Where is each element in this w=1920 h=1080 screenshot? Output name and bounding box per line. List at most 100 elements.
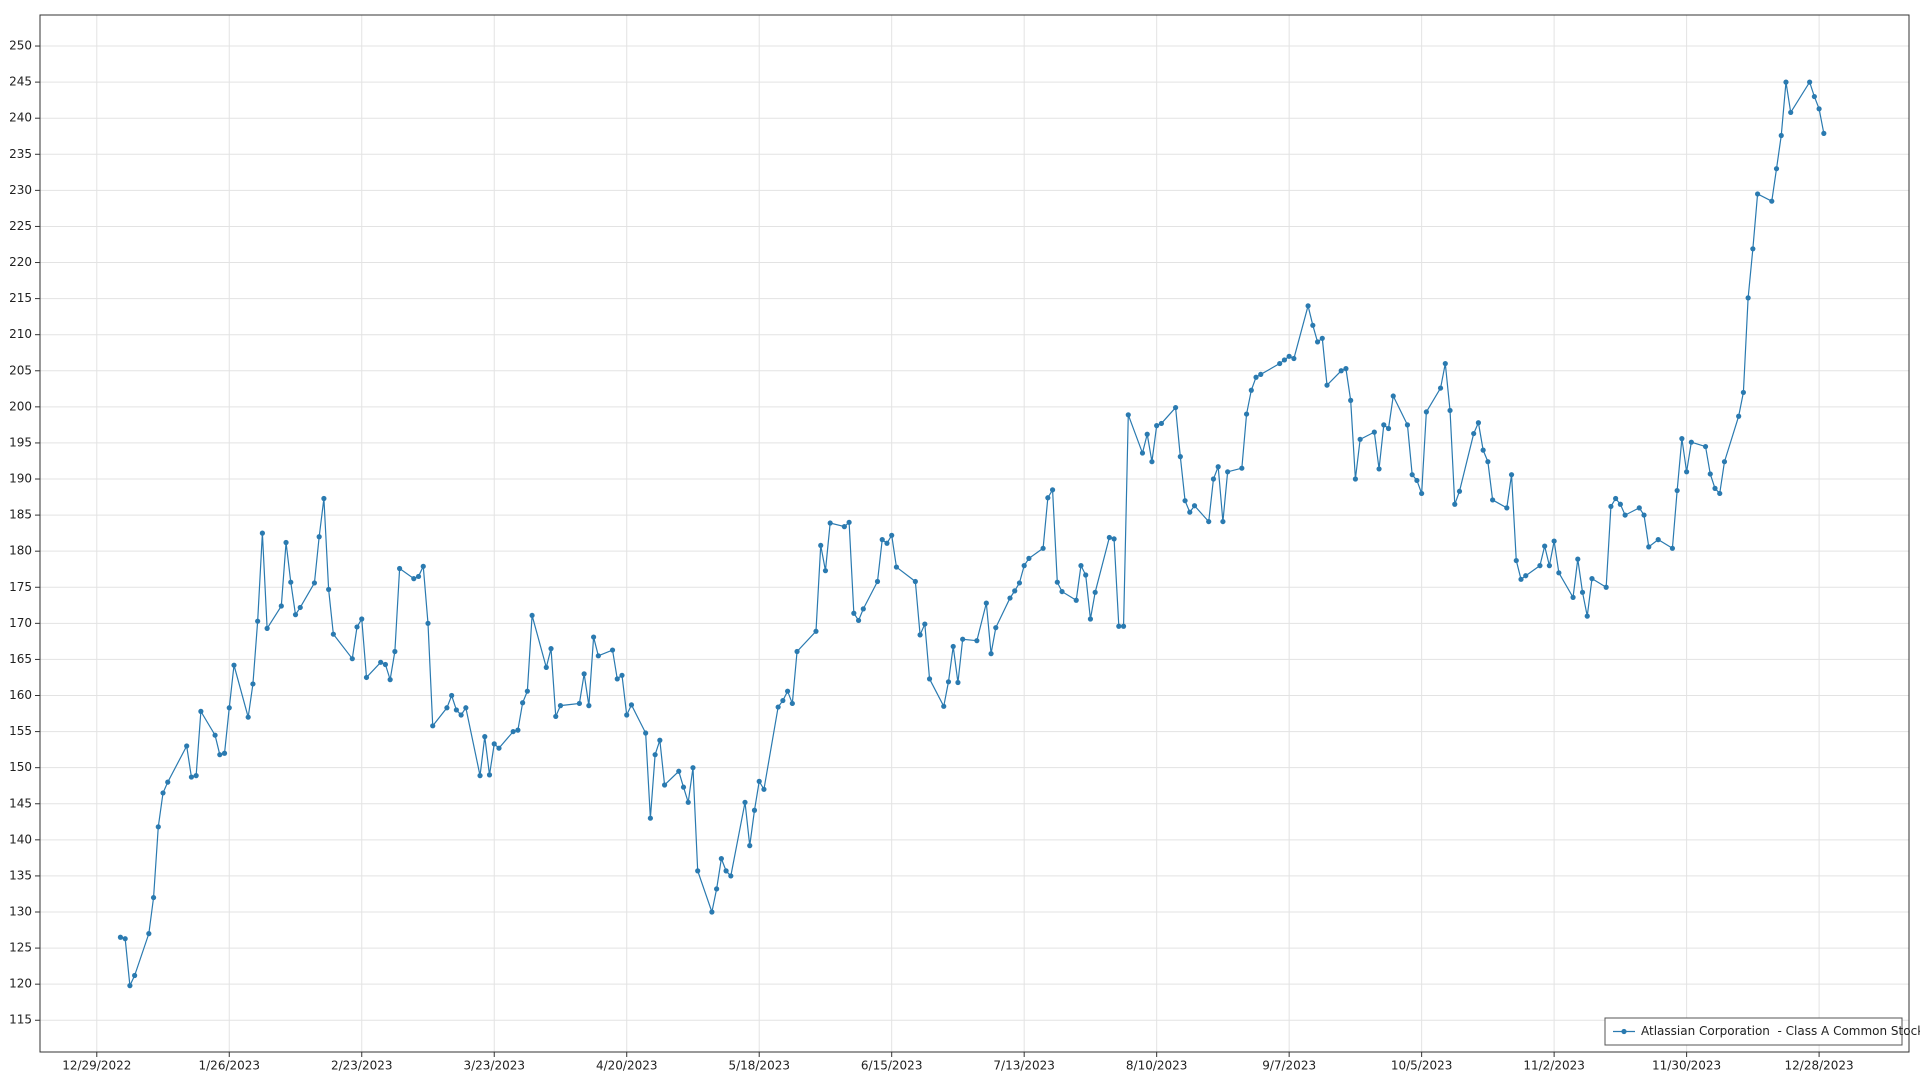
legend-label: Atlassian Corporation - Class A Common S… — [1641, 1024, 1920, 1038]
data-point — [529, 612, 535, 619]
data-point — [1750, 246, 1756, 252]
data-point — [846, 519, 852, 525]
data-point — [1575, 556, 1581, 562]
data-point — [851, 610, 857, 616]
data-point — [1116, 623, 1122, 629]
data-point — [415, 573, 422, 580]
data-point — [822, 568, 829, 574]
data-point — [354, 624, 360, 630]
data-point — [1026, 555, 1032, 561]
data-point — [860, 606, 866, 612]
grid — [40, 15, 1909, 1052]
data-point — [1092, 589, 1098, 595]
data-point — [1707, 471, 1713, 477]
data-point — [1821, 130, 1827, 136]
x-tick-label: 9/7/2023 — [1262, 1059, 1316, 1073]
data-point — [1475, 420, 1482, 426]
data-point — [363, 674, 370, 681]
data-point — [742, 799, 748, 805]
data-point — [212, 732, 218, 738]
data-point — [184, 743, 190, 749]
y-tick-label: 140 — [9, 832, 32, 846]
data-point — [1712, 485, 1718, 491]
data-point — [117, 934, 124, 940]
data-point — [874, 578, 881, 585]
data-point — [680, 784, 687, 790]
data-point — [1807, 79, 1813, 85]
data-point — [1674, 487, 1680, 494]
data-point — [591, 634, 597, 640]
data-point — [628, 702, 635, 708]
plot-frame — [39, 14, 1910, 1053]
data-point — [1357, 436, 1363, 442]
data-point — [917, 632, 923, 638]
data-point — [283, 539, 289, 546]
data-point — [165, 779, 171, 785]
data-point — [491, 741, 497, 747]
data-point — [1348, 397, 1354, 403]
data-point — [1125, 412, 1131, 418]
data-point — [619, 672, 625, 678]
data-point — [1452, 501, 1458, 507]
data-point — [893, 564, 900, 570]
data-point — [548, 646, 554, 652]
data-point — [1253, 374, 1259, 380]
data-point — [1773, 166, 1780, 172]
data-point — [1518, 576, 1524, 582]
data-point — [1537, 563, 1543, 569]
y-tick-label: 220 — [9, 255, 32, 269]
data-point — [1613, 495, 1619, 502]
data-point — [1414, 477, 1420, 484]
data-point — [1669, 545, 1676, 551]
y-tick-label: 145 — [9, 796, 32, 810]
data-point — [1352, 476, 1358, 482]
data-point — [1371, 429, 1377, 435]
data-point — [1523, 573, 1529, 579]
data-point — [1684, 469, 1690, 475]
data-point — [1442, 360, 1448, 367]
data-point — [482, 734, 488, 740]
data-point — [1447, 407, 1453, 414]
series-line — [120, 80, 1825, 988]
data-point — [1291, 355, 1297, 362]
data-point — [524, 688, 530, 694]
data-point — [718, 855, 724, 862]
data-point — [444, 705, 450, 711]
data-point — [1286, 353, 1292, 359]
data-point — [945, 679, 952, 685]
data-point — [647, 815, 653, 821]
data-point — [1437, 385, 1444, 391]
y-tick-label: 165 — [9, 652, 32, 666]
legend-marker — [1621, 1028, 1627, 1035]
data-point — [1087, 616, 1094, 622]
data-point — [595, 653, 601, 659]
data-point — [1343, 366, 1349, 372]
data-point — [1021, 563, 1027, 569]
y-tick-label: 240 — [9, 111, 32, 125]
data-point — [1078, 563, 1084, 569]
data-point — [841, 524, 847, 530]
data-point — [1622, 512, 1628, 518]
data-point — [643, 730, 649, 736]
data-point — [1508, 472, 1515, 478]
data-point — [1570, 594, 1576, 600]
data-point — [1054, 579, 1060, 585]
data-point — [1423, 409, 1429, 415]
data-point — [259, 530, 265, 536]
y-tick-label: 120 — [9, 977, 32, 991]
data-point — [1381, 422, 1387, 428]
data-point — [818, 542, 824, 549]
data-point — [747, 843, 753, 849]
data-point — [609, 647, 616, 653]
y-tick-label: 135 — [9, 868, 32, 882]
data-point — [1778, 132, 1784, 139]
data-point — [1073, 597, 1079, 603]
data-point — [1376, 466, 1382, 472]
data-point — [714, 886, 720, 892]
data-point — [785, 688, 791, 694]
data-point — [1319, 335, 1325, 341]
x-tick-label: 4/20/2023 — [596, 1059, 658, 1073]
y-tick-label: 215 — [9, 291, 32, 305]
data-point — [685, 799, 691, 805]
